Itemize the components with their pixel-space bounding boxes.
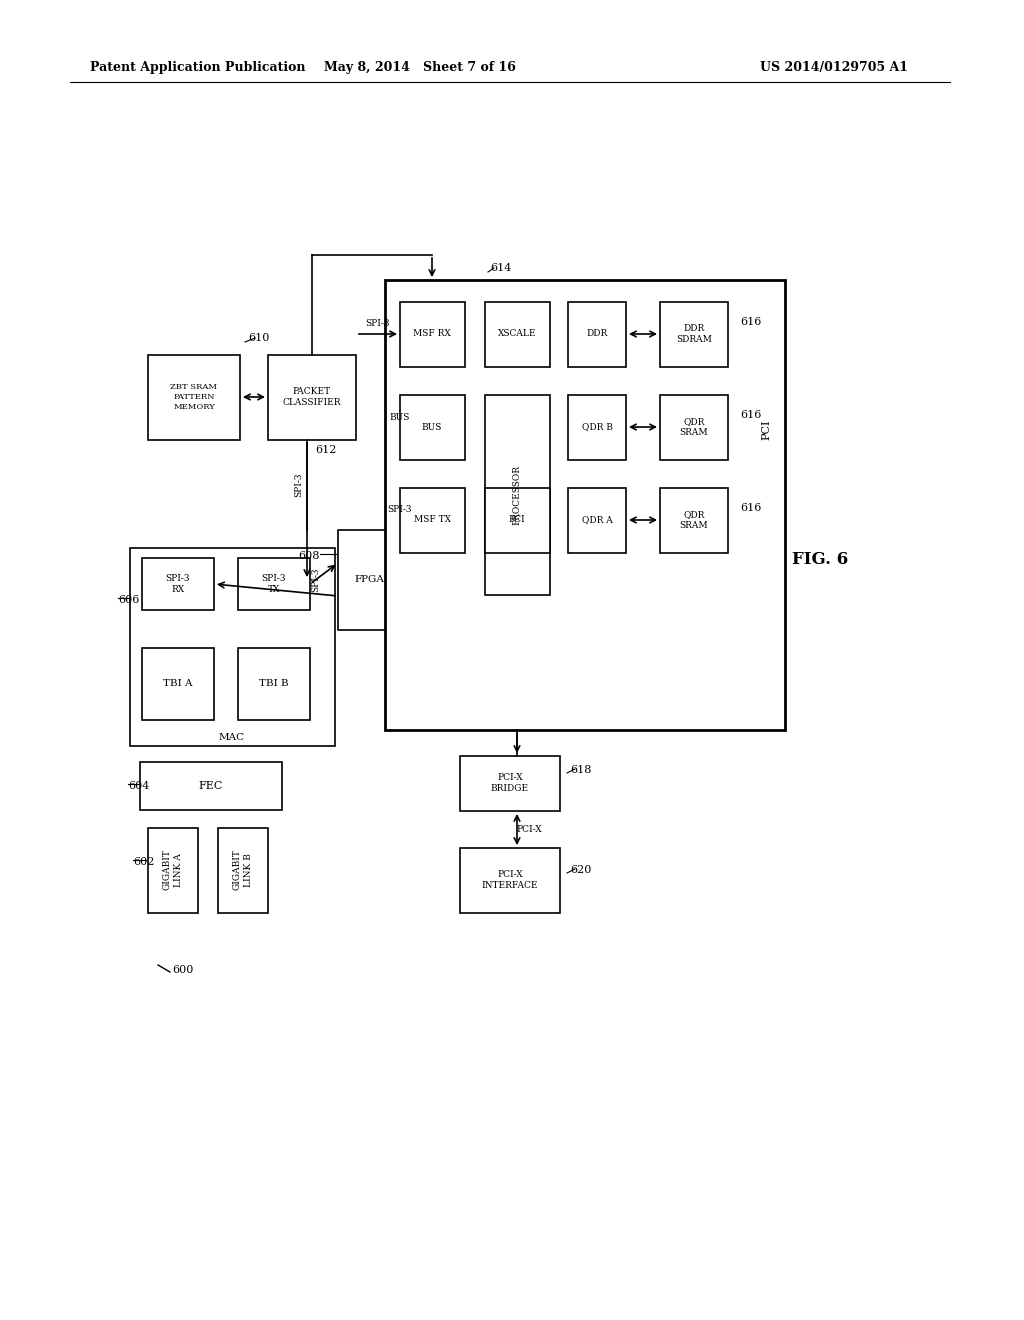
Text: GIGABIT
LINK A: GIGABIT LINK A	[163, 850, 183, 891]
Text: FEC: FEC	[199, 781, 223, 791]
Text: ZBT SRAM
PATTERN
MEMORY: ZBT SRAM PATTERN MEMORY	[171, 383, 217, 411]
Text: 604: 604	[128, 781, 150, 791]
Text: PCI: PCI	[509, 516, 525, 524]
Bar	[660, 302, 728, 367]
Text: SPI-3: SPI-3	[366, 319, 390, 329]
Text: 612: 612	[315, 445, 336, 455]
Bar	[142, 558, 214, 610]
Text: 616: 616	[740, 317, 762, 327]
Text: GIGABIT
LINK B: GIGABIT LINK B	[232, 850, 253, 891]
Text: QDR
SRAM: QDR SRAM	[680, 510, 709, 531]
Text: Patent Application Publication: Patent Application Publication	[90, 62, 305, 74]
Bar	[238, 648, 310, 719]
Bar	[660, 395, 728, 459]
Text: 606: 606	[118, 595, 139, 605]
Text: 616: 616	[740, 411, 762, 420]
Text: FIG. 6: FIG. 6	[792, 552, 848, 569]
Text: XSCALE: XSCALE	[498, 330, 537, 338]
Bar	[268, 355, 356, 440]
Text: MSF TX: MSF TX	[414, 516, 451, 524]
Text: SPI-3: SPI-3	[388, 506, 413, 515]
Text: TBI A: TBI A	[163, 680, 193, 689]
Text: QDR
SRAM: QDR SRAM	[680, 417, 709, 437]
Bar	[568, 488, 626, 553]
Text: 614: 614	[490, 263, 511, 273]
Bar	[400, 395, 465, 459]
Text: US 2014/0129705 A1: US 2014/0129705 A1	[760, 62, 908, 74]
Text: BUS: BUS	[422, 422, 442, 432]
Text: 608: 608	[299, 550, 319, 561]
Text: PACKET
CLASSIFIER: PACKET CLASSIFIER	[283, 387, 341, 407]
Text: DDR
SDRAM: DDR SDRAM	[676, 323, 712, 345]
Bar	[485, 302, 550, 367]
Text: May 8, 2014   Sheet 7 of 16: May 8, 2014 Sheet 7 of 16	[324, 62, 516, 74]
Bar	[148, 355, 240, 440]
Text: SPI-3: SPI-3	[311, 568, 321, 593]
Bar	[218, 828, 268, 913]
Text: 600: 600	[172, 965, 194, 975]
Text: QDR B: QDR B	[582, 422, 612, 432]
Text: SPI-3
RX: SPI-3 RX	[166, 574, 190, 594]
Bar	[568, 302, 626, 367]
Bar	[485, 395, 550, 595]
Text: PROCESSOR: PROCESSOR	[512, 465, 521, 525]
Text: 616: 616	[740, 503, 762, 513]
Bar	[385, 280, 785, 730]
Text: SPI-3: SPI-3	[295, 473, 303, 498]
Bar	[338, 531, 400, 630]
Bar	[400, 488, 465, 553]
Bar	[660, 488, 728, 553]
Text: 618: 618	[570, 766, 592, 775]
Bar	[568, 395, 626, 459]
Bar	[148, 828, 198, 913]
Bar	[238, 558, 310, 610]
Bar	[140, 762, 282, 810]
Text: TBI B: TBI B	[259, 680, 289, 689]
Text: PCI-X: PCI-X	[516, 825, 542, 833]
Text: PCI-X
BRIDGE: PCI-X BRIDGE	[490, 774, 529, 793]
Text: MAC: MAC	[219, 734, 245, 742]
Bar	[130, 548, 335, 746]
Text: FPGA: FPGA	[354, 576, 384, 585]
Bar	[485, 488, 550, 553]
Text: SPI-3
TX: SPI-3 TX	[262, 574, 287, 594]
Text: MSF RX: MSF RX	[413, 330, 451, 338]
Bar	[460, 756, 560, 810]
Text: PCI-X
INTERFACE: PCI-X INTERFACE	[481, 870, 539, 890]
Bar	[460, 847, 560, 913]
Bar	[400, 302, 465, 367]
Text: DDR: DDR	[587, 330, 607, 338]
Text: QDR A: QDR A	[582, 516, 612, 524]
Text: PCI: PCI	[761, 420, 771, 441]
Bar	[142, 648, 214, 719]
Text: BUS: BUS	[390, 412, 411, 421]
Text: 602: 602	[133, 857, 155, 867]
Text: 620: 620	[570, 865, 592, 875]
Text: 610: 610	[248, 333, 269, 343]
